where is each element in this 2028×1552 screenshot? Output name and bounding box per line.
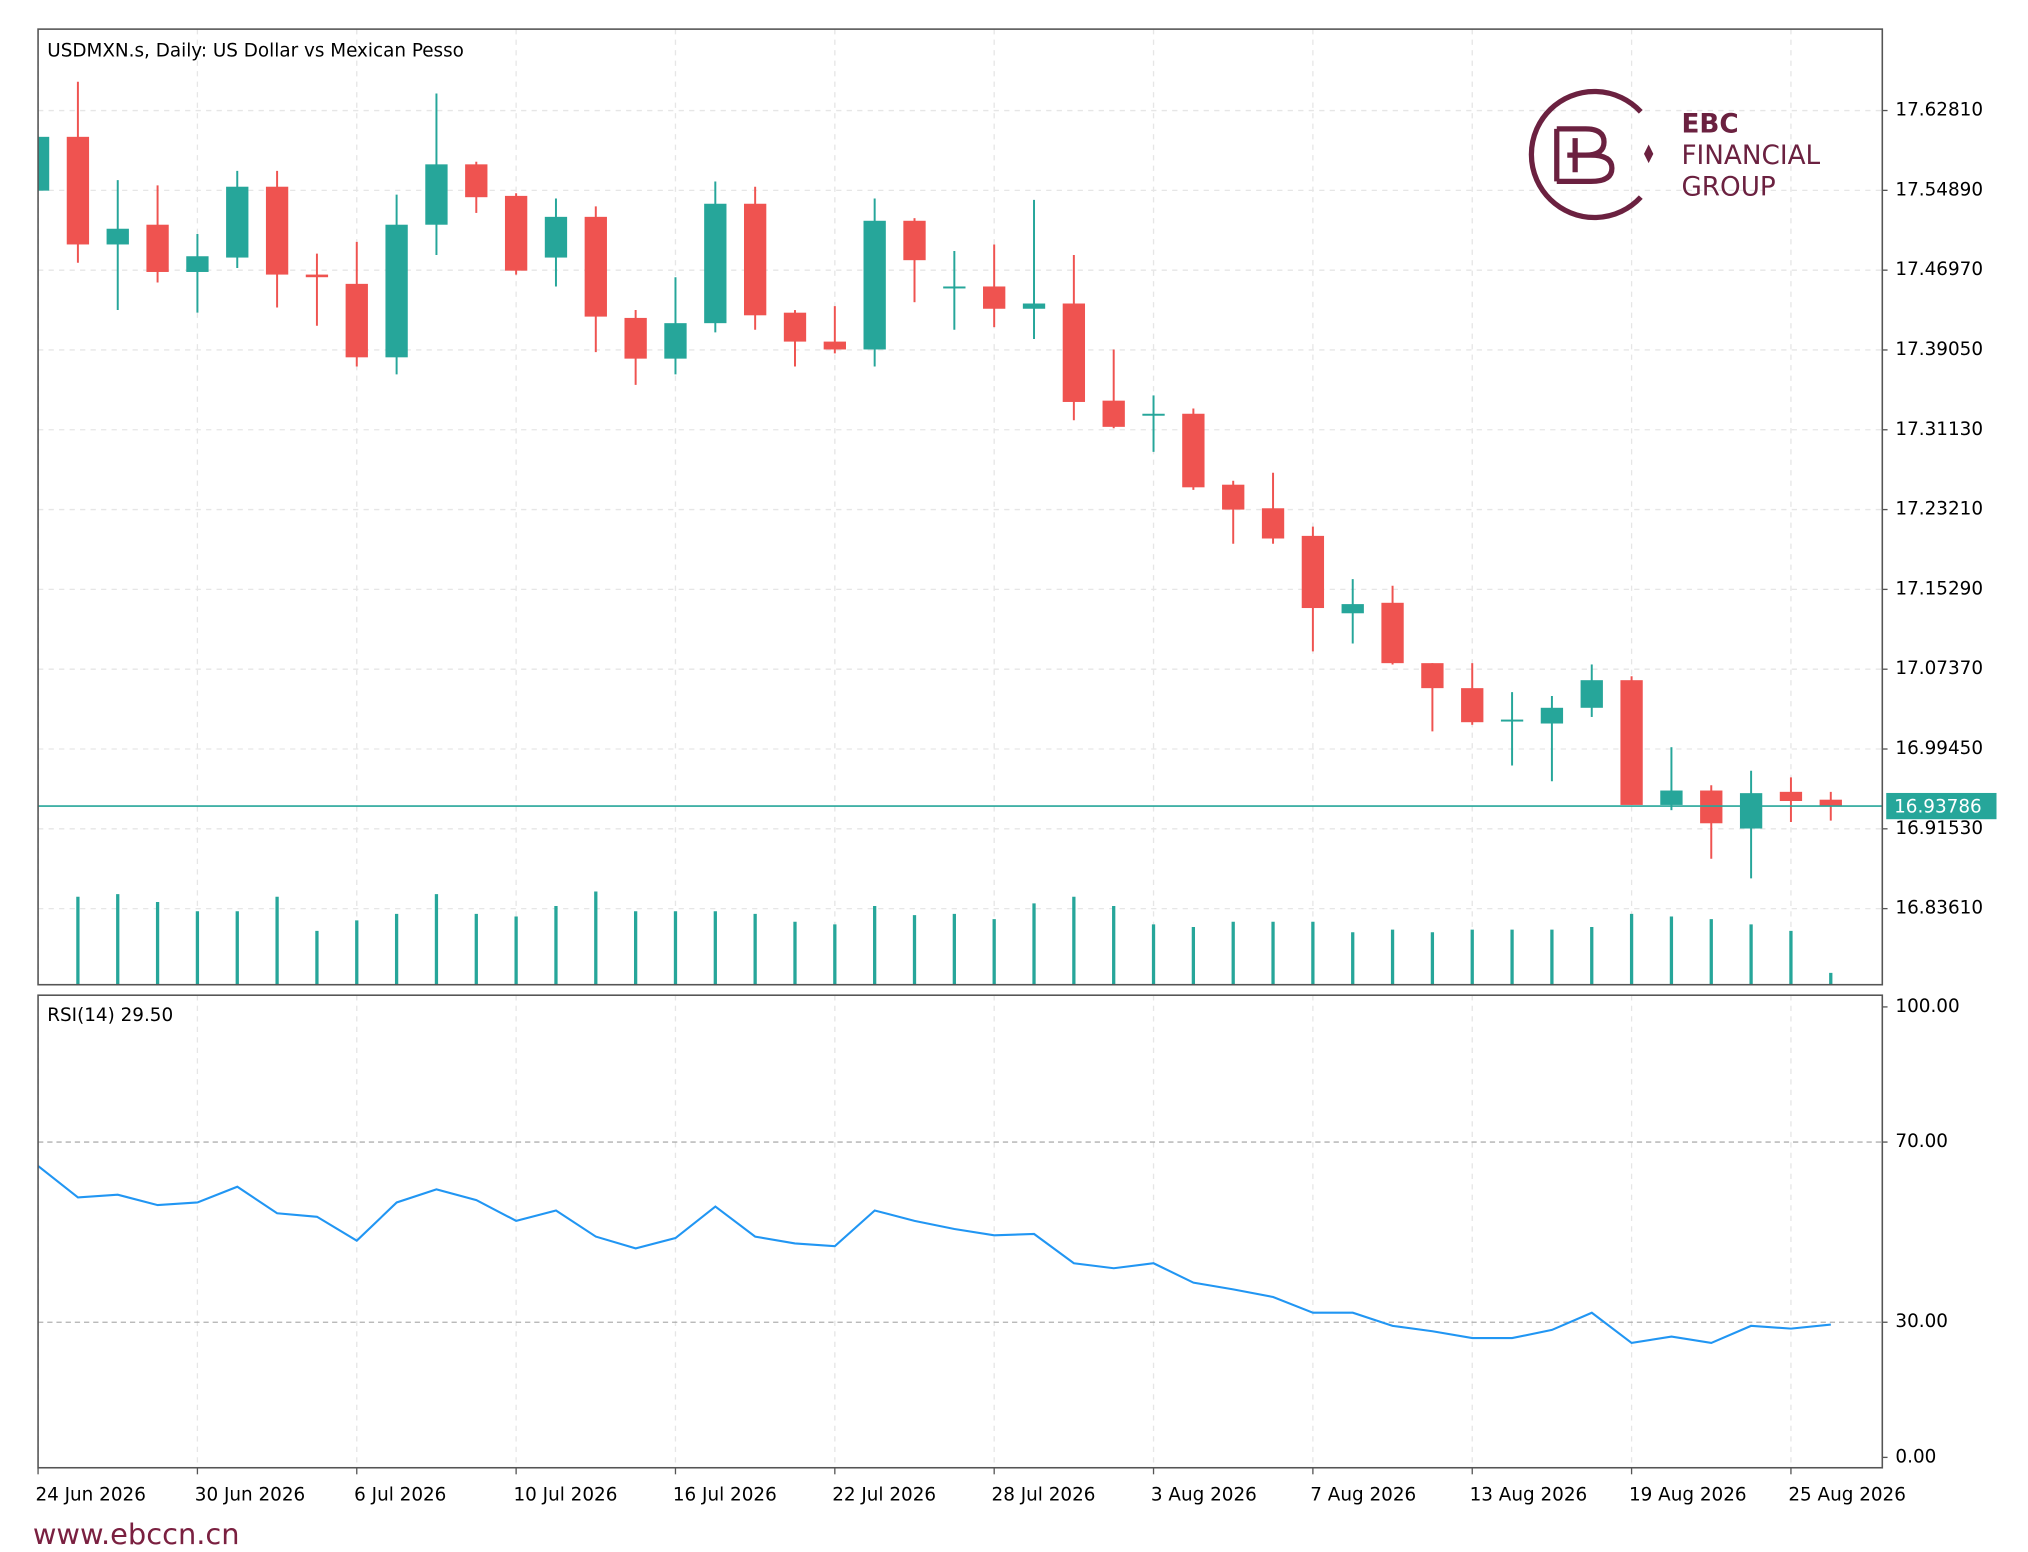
price-panel bbox=[37, 28, 1884, 986]
candle-body bbox=[903, 220, 926, 261]
candle-body bbox=[1421, 663, 1444, 689]
candle-body bbox=[1022, 303, 1046, 309]
candle-body bbox=[305, 274, 329, 278]
candle-body bbox=[624, 317, 647, 359]
candle-body bbox=[1341, 604, 1364, 614]
candle-body bbox=[1461, 688, 1484, 723]
y-tick-label: 70.00 bbox=[1895, 1131, 1948, 1152]
x-tick-label: 6 Jul 2026 bbox=[354, 1484, 446, 1505]
candle-body bbox=[1381, 602, 1404, 664]
y-tick-label: 30.00 bbox=[1895, 1311, 1948, 1332]
logo-mark bbox=[1554, 126, 1615, 185]
y-tick-label: 17.07370 bbox=[1895, 658, 1983, 679]
candle-body bbox=[1660, 790, 1683, 805]
candle-body bbox=[704, 203, 727, 324]
candle-body bbox=[425, 164, 448, 225]
candle-body bbox=[186, 256, 209, 272]
candle-body bbox=[1779, 791, 1803, 802]
candle-body bbox=[38, 136, 50, 191]
candle-body bbox=[1142, 413, 1165, 416]
last-price-box bbox=[1886, 792, 1997, 820]
last-price-label: 16.93786 bbox=[1894, 796, 1982, 817]
candle-body bbox=[504, 195, 528, 271]
footer: www.ebccn.cn bbox=[33, 1517, 240, 1551]
candle-body bbox=[1700, 790, 1723, 824]
x-tick-label: 7 Aug 2026 bbox=[1310, 1484, 1416, 1505]
logo-text: GROUP bbox=[1681, 172, 1775, 202]
candle-body bbox=[385, 224, 408, 358]
candle-body bbox=[465, 164, 488, 198]
candle-body bbox=[983, 286, 1006, 309]
y-tick-label: 17.23210 bbox=[1895, 499, 1983, 520]
y-tick-label: 16.83610 bbox=[1895, 898, 1983, 919]
logo-text: EBC bbox=[1681, 109, 1738, 139]
candle-body bbox=[544, 216, 568, 258]
candle-body bbox=[1261, 508, 1285, 539]
candle-body bbox=[1301, 535, 1325, 609]
y-tick-label: 17.15290 bbox=[1895, 578, 1983, 599]
x-tick-label: 30 Jun 2026 bbox=[195, 1484, 305, 1505]
rsi-line bbox=[38, 1165, 1831, 1345]
y-tick-label: 17.54890 bbox=[1895, 179, 1983, 200]
rsi-title: RSI(14) 29.50 bbox=[47, 1005, 173, 1026]
candle-body bbox=[1540, 707, 1564, 724]
logo-star bbox=[1643, 144, 1654, 164]
y-tick-label: 17.31130 bbox=[1895, 419, 1983, 440]
y-tick-label: 17.39050 bbox=[1895, 339, 1983, 360]
y-tick-label: 17.62810 bbox=[1895, 100, 1983, 121]
logo-text: FINANCIAL bbox=[1681, 141, 1820, 171]
candle-body bbox=[1222, 484, 1245, 510]
candle-body bbox=[1739, 793, 1763, 829]
x-tick-label: 25 Aug 2026 bbox=[1788, 1484, 1906, 1505]
x-tick-label: 19 Aug 2026 bbox=[1629, 1484, 1747, 1505]
candle-body bbox=[1102, 400, 1125, 427]
candle-body bbox=[1062, 303, 1086, 402]
candle-body bbox=[823, 341, 846, 350]
candle-body bbox=[146, 224, 169, 272]
candle-body bbox=[1819, 799, 1842, 807]
y-tick-label: 16.99450 bbox=[1895, 738, 1983, 759]
y-tick-label: 0.00 bbox=[1895, 1446, 1936, 1467]
logo bbox=[1528, 88, 1654, 221]
candles bbox=[38, 81, 1883, 985]
candle-body bbox=[1620, 680, 1643, 805]
rsi-panel bbox=[37, 994, 1884, 1469]
candle-body bbox=[664, 323, 687, 359]
candle-body bbox=[106, 228, 129, 245]
x-tick-label: 22 Jul 2026 bbox=[832, 1484, 936, 1505]
candle-body bbox=[345, 283, 368, 358]
candle-body bbox=[66, 136, 90, 245]
candle-body bbox=[743, 203, 767, 316]
candle-body bbox=[1500, 719, 1524, 722]
x-tick-label: 10 Jul 2026 bbox=[513, 1484, 617, 1505]
candle-body bbox=[1182, 413, 1205, 488]
candle-body bbox=[584, 216, 607, 317]
y-tick-label: 100.00 bbox=[1895, 996, 1959, 1017]
candle-body bbox=[265, 186, 289, 275]
x-tick-label: 13 Aug 2026 bbox=[1470, 1484, 1588, 1505]
y-tick-label: 17.46970 bbox=[1895, 259, 1983, 280]
x-tick-label: 16 Jul 2026 bbox=[673, 1484, 777, 1505]
y-tick-label: 16.91530 bbox=[1895, 818, 1983, 839]
chart-title: USDMXN.s, Daily: US Dollar vs Mexican Pe… bbox=[47, 40, 464, 61]
logo-ring bbox=[1528, 88, 1643, 221]
x-tick-label: 24 Jun 2026 bbox=[35, 1484, 145, 1505]
x-tick-label: 3 Aug 2026 bbox=[1151, 1484, 1257, 1505]
rsi bbox=[38, 1165, 1831, 1345]
candle-body bbox=[943, 286, 966, 289]
candle-body bbox=[1580, 680, 1603, 708]
candle-body bbox=[783, 312, 807, 342]
candle-body bbox=[863, 220, 886, 350]
x-tick-label: 28 Jul 2026 bbox=[992, 1484, 1096, 1505]
candle-body bbox=[226, 186, 249, 258]
